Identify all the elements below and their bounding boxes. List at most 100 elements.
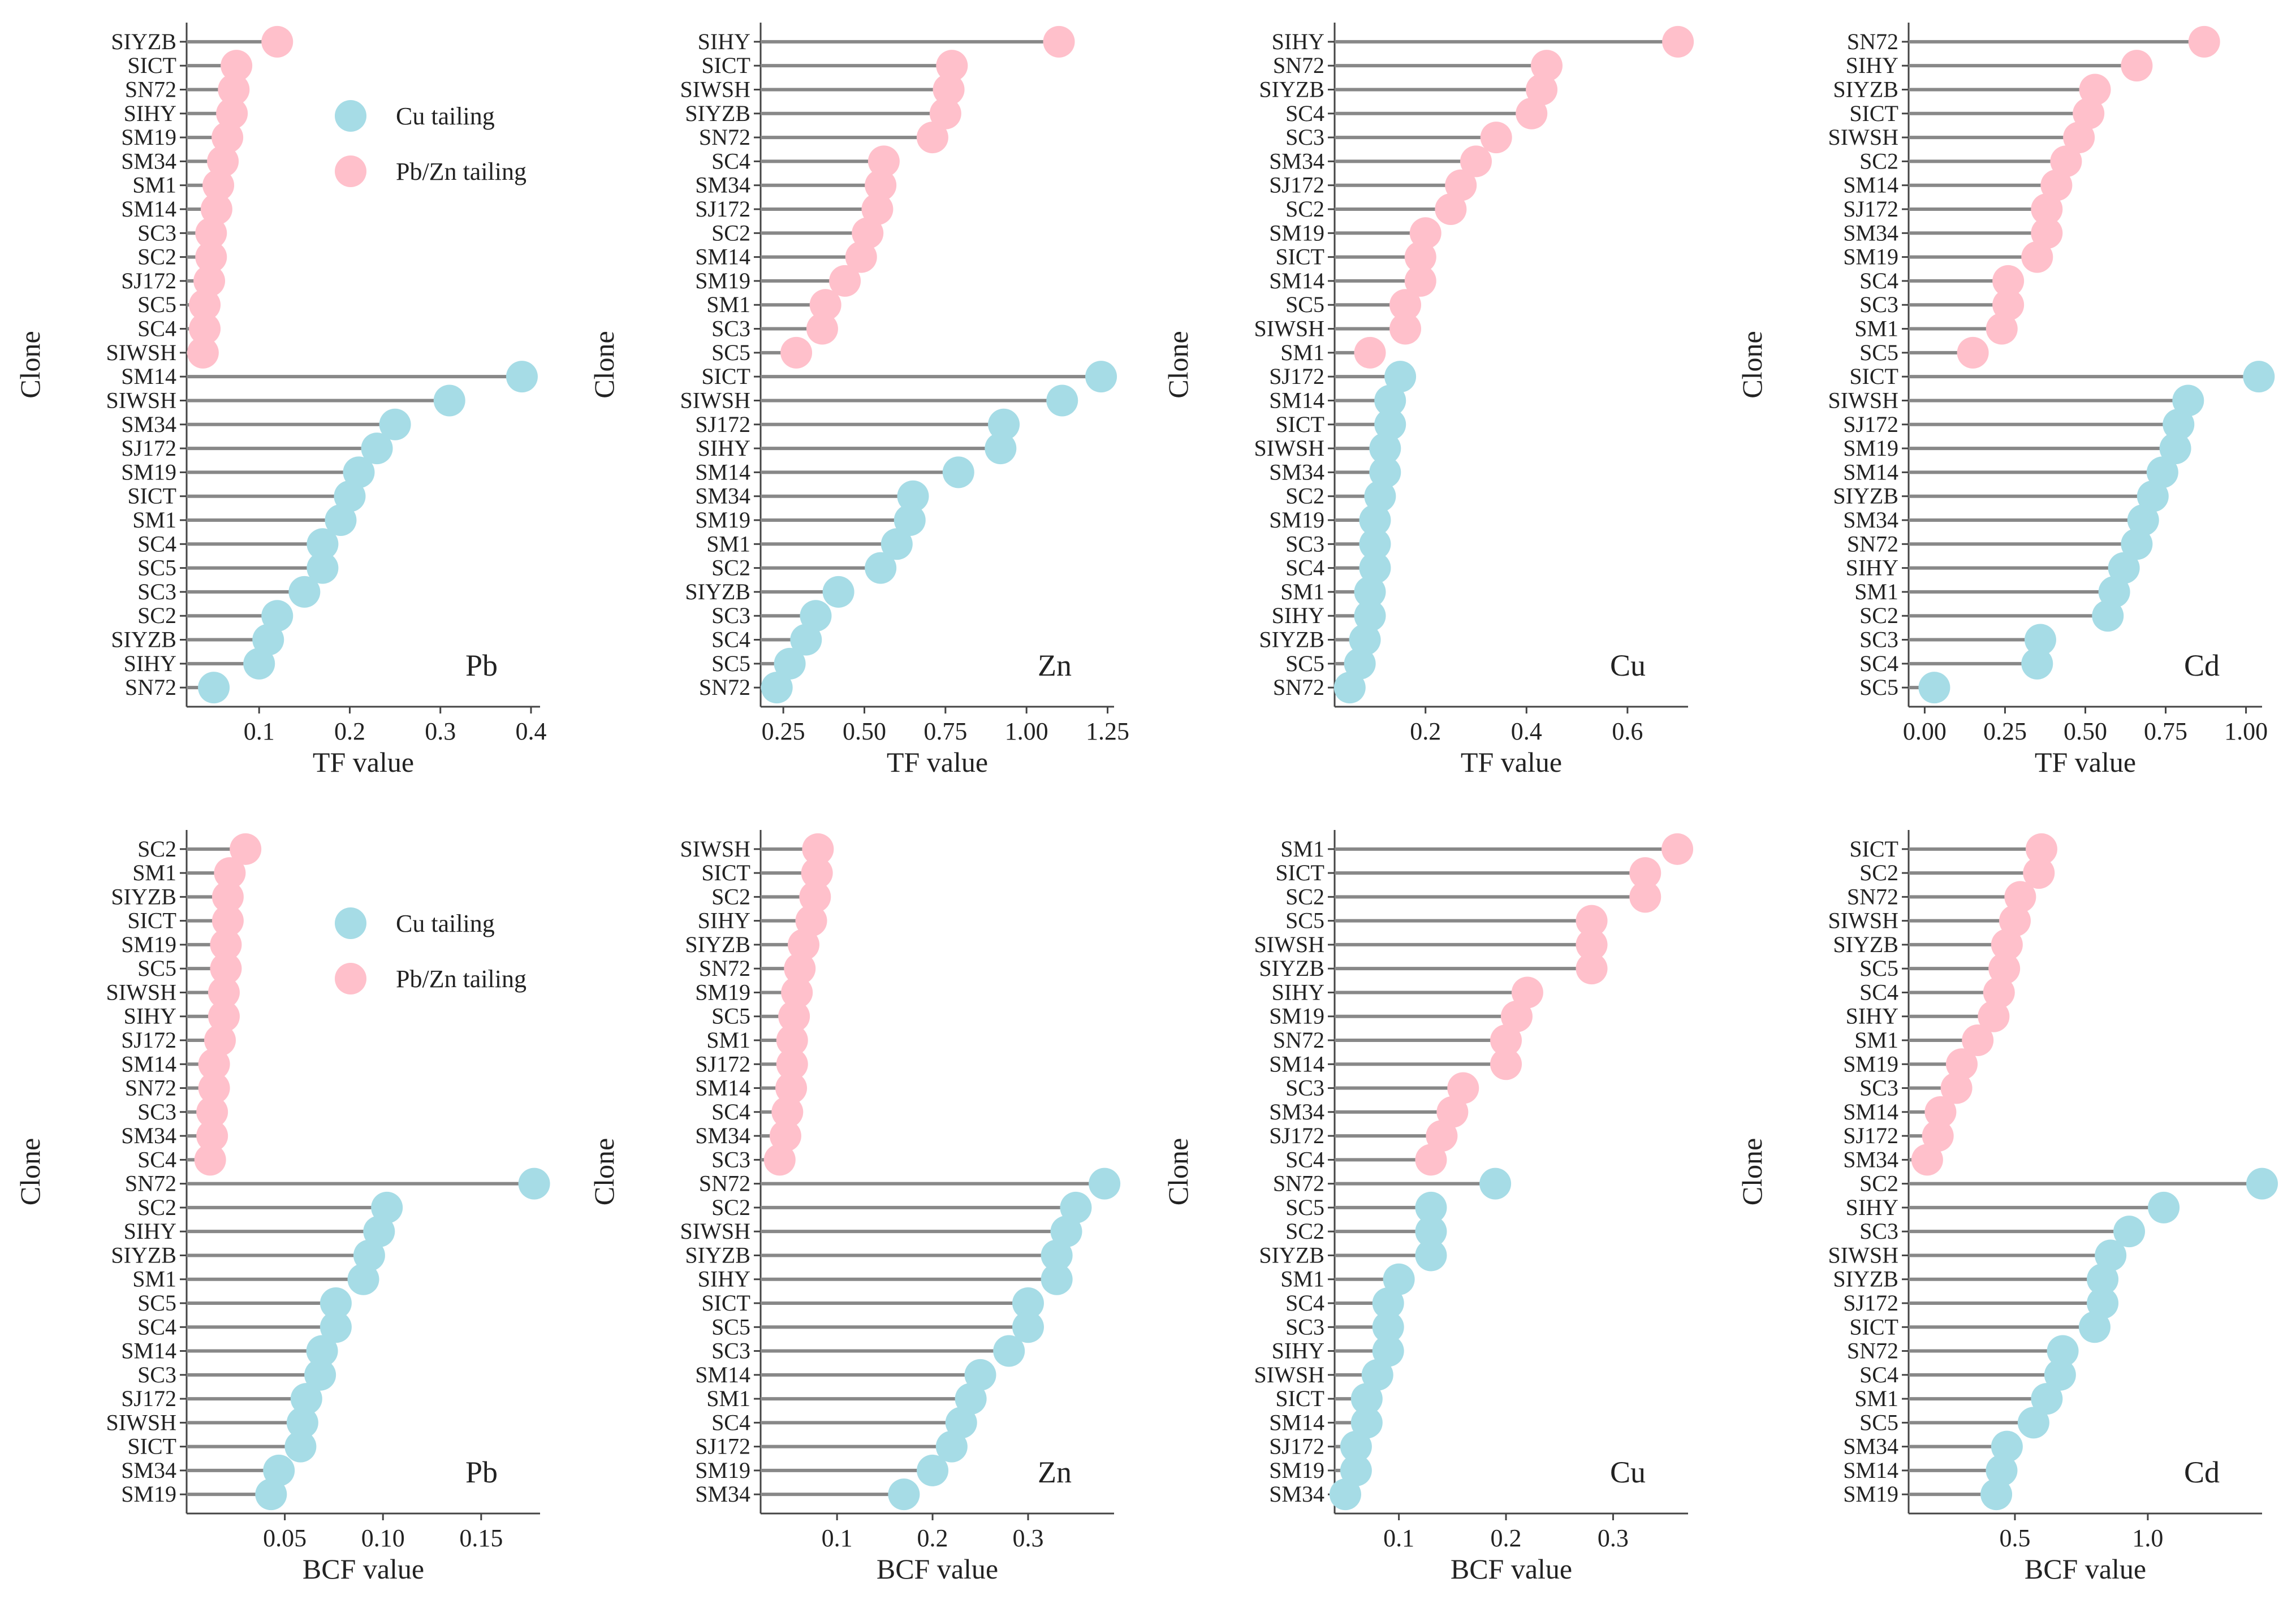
clone-label: SC5 — [1859, 955, 1898, 981]
data-point — [917, 1454, 949, 1486]
clone-label: SC3 — [1859, 1218, 1898, 1244]
clone-label: SN72 — [125, 1075, 176, 1101]
clone-label: SIWSH — [1828, 124, 1898, 150]
clone-label: SM1 — [1280, 340, 1324, 365]
clone-label: SIWSH — [1254, 435, 1324, 461]
clone-label: SM14 — [1269, 387, 1324, 413]
clone-label: SM34 — [695, 172, 750, 198]
panel-pb-bcf: SC2SM1SIYZBSICTSM19SC5SIWSHSIHYSJ172SM14… — [14, 830, 550, 1585]
clone-label: SM14 — [1843, 1099, 1898, 1125]
x-tick-label: 0.05 — [263, 1524, 307, 1552]
clone-label: SM19 — [121, 459, 176, 485]
clone-label: SM14 — [695, 459, 750, 485]
clone-label: SJ172 — [1269, 1123, 1324, 1148]
data-point — [1447, 1072, 1479, 1104]
clone-label: SICT — [701, 860, 750, 885]
clone-label: SICT — [701, 364, 750, 389]
clone-label: SIHY — [124, 1004, 176, 1029]
data-point — [196, 1096, 228, 1128]
clone-label: SIYZB — [1833, 932, 1898, 957]
data-point — [2172, 384, 2204, 417]
data-point — [2063, 122, 2095, 154]
legend: Cu tailing Pb/Zn tailing — [335, 100, 526, 187]
data-point — [1511, 976, 1543, 1009]
clone-label: SM19 — [1269, 220, 1324, 245]
clone-label: SM14 — [1269, 268, 1324, 293]
clone-label: SM14 — [1269, 1051, 1324, 1076]
data-point — [1490, 1024, 1522, 1056]
data-point — [780, 336, 813, 369]
data-point — [284, 1430, 317, 1463]
data-point — [852, 217, 884, 249]
metal-label: Zn — [1038, 648, 1072, 682]
data-point — [1350, 1383, 1383, 1415]
data-point — [2031, 217, 2063, 249]
data-point — [243, 647, 275, 680]
clone-label: SM1 — [706, 1027, 750, 1053]
clone-label: SM19 — [121, 1481, 176, 1507]
data-point — [945, 1407, 977, 1439]
clone-label: SM34 — [695, 1481, 750, 1507]
data-point — [2031, 1383, 2063, 1415]
clone-label: SC3 — [1285, 1314, 1324, 1339]
clone-label: SN72 — [1273, 1027, 1324, 1053]
clone-label: SJ172 — [695, 412, 750, 437]
data-point — [1531, 50, 1563, 82]
clone-label: SIHY — [1846, 1195, 1898, 1220]
clone-label: SN72 — [1273, 1171, 1324, 1196]
data-point — [2025, 833, 2057, 865]
data-point — [1344, 647, 1376, 680]
data-point — [255, 1478, 287, 1511]
data-point — [1629, 881, 1661, 913]
clone-label: SC5 — [137, 955, 176, 981]
data-point — [1516, 97, 1548, 129]
y-axis-title: Clone — [14, 331, 46, 398]
clone-label: SIWSH — [1828, 1242, 1898, 1268]
legend-swatch — [335, 100, 366, 132]
data-point — [204, 1024, 236, 1056]
x-axis-title: BCF value — [1451, 1553, 1572, 1585]
data-point — [1992, 289, 2025, 321]
legend-swatch — [335, 963, 366, 994]
clone-label: SM34 — [1269, 459, 1324, 485]
x-tick-label: 0.1 — [244, 717, 275, 745]
x-tick-label: 0.2 — [1491, 1524, 1522, 1552]
data-point — [1354, 576, 1386, 608]
clone-label: SM19 — [1843, 1051, 1898, 1076]
data-point — [2137, 480, 2169, 512]
legend: Cu tailing Pb/Zn tailing — [335, 907, 526, 994]
data-point — [1359, 528, 1391, 560]
data-point — [865, 169, 897, 201]
clone-label: SJ172 — [1843, 412, 1898, 437]
clone-label: SIYZB — [1259, 1242, 1324, 1268]
data-point — [1372, 1311, 1404, 1343]
clone-label: SIHY — [1272, 979, 1324, 1005]
clone-label: SC5 — [1285, 651, 1324, 676]
data-point — [343, 456, 375, 488]
data-point — [1383, 1263, 1415, 1295]
clone-label: SM19 — [695, 268, 750, 293]
data-point — [942, 456, 974, 488]
x-tick-label: 0.25 — [762, 717, 805, 745]
clone-label: SM14 — [121, 1051, 176, 1076]
data-point — [379, 408, 411, 440]
clone-label: SIYZB — [685, 932, 750, 957]
data-point — [210, 953, 242, 985]
clone-label: SIYZB — [685, 101, 750, 126]
data-point — [218, 73, 250, 106]
data-point — [1349, 624, 1381, 656]
clone-label: SC3 — [137, 1362, 176, 1387]
clone-label: SJ172 — [121, 268, 176, 293]
clone-label: SC5 — [711, 1004, 750, 1029]
data-point — [916, 122, 948, 154]
data-point — [1629, 857, 1661, 889]
metal-label: Pb — [465, 648, 498, 682]
metal-label: Cu — [1610, 648, 1646, 682]
clone-label: SC3 — [711, 603, 750, 628]
clone-label: SIHY — [1846, 555, 1898, 581]
data-point — [195, 241, 227, 273]
clone-label: SICT — [1849, 101, 1898, 126]
data-point — [795, 905, 827, 937]
data-point — [1409, 217, 1442, 249]
